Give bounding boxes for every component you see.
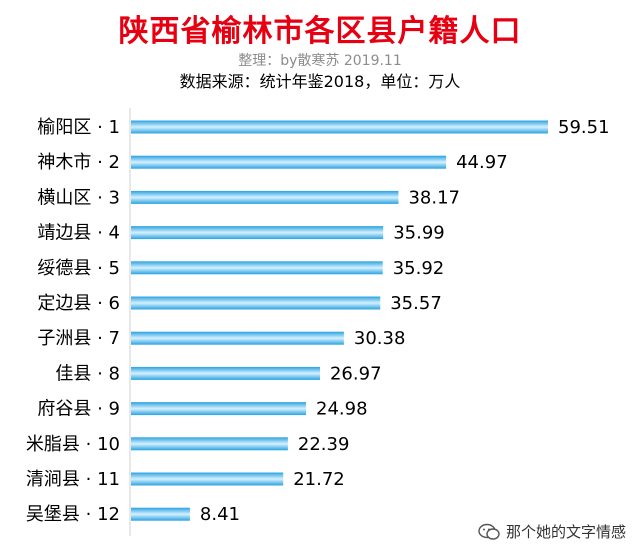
watermark: 那个她的文字情感 <box>478 521 626 542</box>
value-label: 24.98 <box>316 399 368 420</box>
value-label: 35.57 <box>390 293 442 314</box>
category-label: 子洲县 · 7 <box>37 328 120 349</box>
bar <box>131 296 381 310</box>
chart-subtitle: 整理：by散寒苏 2019.11 <box>238 53 402 69</box>
category-label: 清涧县 · 11 <box>26 469 120 490</box>
value-label: 35.92 <box>393 258 445 279</box>
wechat-icon <box>478 523 500 540</box>
bar <box>131 437 288 451</box>
category-label: 吴堡县 · 12 <box>26 504 120 525</box>
bar <box>131 190 399 204</box>
category-label: 定边县 · 6 <box>37 293 120 314</box>
value-label: 8.41 <box>200 504 240 525</box>
value-label: 26.97 <box>330 363 382 384</box>
category-label: 府谷县 · 9 <box>37 399 120 420</box>
category-label: 神木市 · 2 <box>37 152 120 173</box>
bar <box>131 261 383 275</box>
bar <box>131 402 307 416</box>
chart-title: 陕西省榆林市各区县户籍人口 <box>118 14 522 49</box>
data-source-note: 数据来源：统计年鉴2018，单位：万人 <box>179 72 461 91</box>
value-label: 21.72 <box>293 469 345 490</box>
category-label: 榆阳区 · 1 <box>37 117 120 138</box>
category-label: 佳县 · 8 <box>55 363 120 384</box>
value-label: 22.39 <box>298 434 350 455</box>
bar <box>131 155 447 169</box>
bar <box>131 366 320 380</box>
category-label: 绥德县 · 5 <box>37 258 120 279</box>
watermark-text: 那个她的文字情感 <box>505 523 626 541</box>
bar <box>131 226 384 240</box>
category-label: 米脂县 · 10 <box>26 434 120 455</box>
category-label: 横山区 · 3 <box>37 187 120 208</box>
bar <box>131 120 548 134</box>
value-label: 44.97 <box>456 152 508 173</box>
value-label: 38.17 <box>408 187 460 208</box>
value-label: 59.51 <box>558 117 610 138</box>
value-label: 35.99 <box>393 223 445 244</box>
category-label: 靖边县 · 4 <box>37 223 120 244</box>
bar <box>131 472 284 486</box>
bar <box>131 331 344 345</box>
bar <box>131 507 190 521</box>
value-label: 30.38 <box>354 328 406 349</box>
